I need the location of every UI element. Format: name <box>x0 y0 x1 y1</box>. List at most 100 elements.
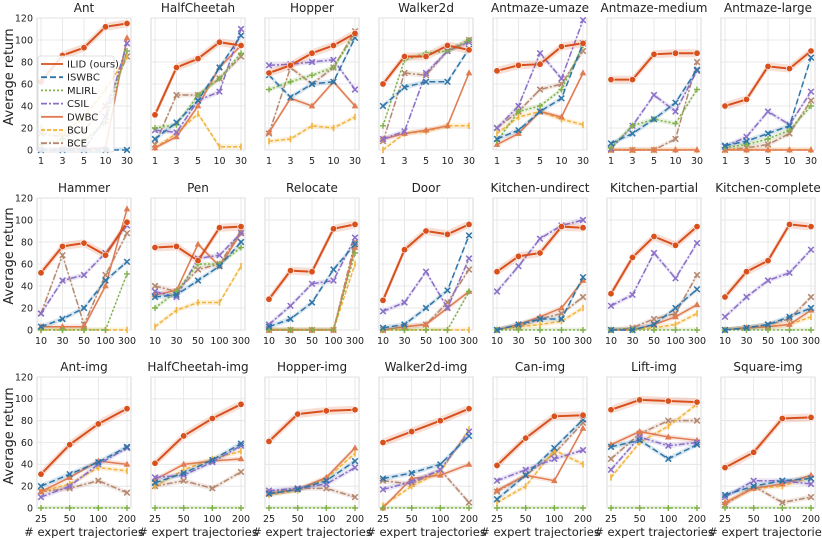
data-point <box>750 477 757 485</box>
data-point <box>351 102 359 109</box>
x-tick-label: 10 <box>783 156 795 167</box>
data-point <box>465 432 473 440</box>
data-point <box>493 486 501 493</box>
data-point <box>629 291 636 299</box>
y-axis-label-row-2: Average return <box>2 207 17 304</box>
data-point <box>180 432 188 440</box>
series-line <box>724 416 812 469</box>
data-point <box>444 287 451 294</box>
x-tick-label: 30 <box>121 156 133 167</box>
panel-title: Relocate <box>286 181 338 195</box>
data-point <box>294 410 302 418</box>
data-point <box>579 293 587 301</box>
data-point <box>694 86 700 93</box>
x-tick-label: 25 <box>149 514 161 525</box>
data-point <box>650 233 658 241</box>
series-line <box>496 449 584 482</box>
legend-item-iswbc: ISWBC <box>41 73 100 84</box>
x-tick-label: 50 <box>306 336 318 347</box>
data-point <box>608 144 614 151</box>
data-point <box>557 43 565 51</box>
data-point <box>180 477 187 485</box>
data-point <box>379 475 387 482</box>
data-point <box>401 299 408 306</box>
data-point <box>173 91 180 99</box>
data-point <box>515 321 522 328</box>
data-point <box>550 412 558 420</box>
data-point <box>807 223 815 231</box>
data-point <box>579 216 587 224</box>
data-point <box>536 86 544 93</box>
data-point <box>444 78 451 86</box>
data-point <box>216 251 223 259</box>
data-point <box>309 327 315 333</box>
series-csil <box>493 446 587 485</box>
x-tick-label: 3 <box>401 156 407 167</box>
confidence-band <box>41 19 127 86</box>
x-tick-label: 300 <box>688 336 706 347</box>
series-ilid-ours <box>379 220 473 305</box>
panel-door: 10 30 50 100 300 Door <box>377 181 478 347</box>
data-point <box>308 280 316 288</box>
panel-title: Ant-img <box>60 360 108 374</box>
data-point <box>786 122 793 130</box>
series-dwbc <box>37 205 131 330</box>
series-line <box>724 307 812 331</box>
series-csil <box>379 428 473 493</box>
data-point <box>173 129 180 136</box>
data-point <box>465 69 473 76</box>
panel-title: HalfCheetah-img <box>147 360 248 374</box>
panel-title: Kitchen-partial <box>610 181 698 195</box>
data-point <box>294 486 301 493</box>
x-tick-label: 5 <box>309 156 315 167</box>
x-tick-label: 50 <box>748 514 760 525</box>
x-tick-label: 100 <box>659 514 677 525</box>
data-point <box>408 478 415 486</box>
data-point <box>123 205 131 212</box>
data-point <box>551 505 558 511</box>
data-point <box>808 505 814 511</box>
data-point <box>743 146 750 153</box>
data-point <box>173 133 180 140</box>
x-tick-label: 5 <box>81 156 87 167</box>
y-tick-label: 0 <box>27 325 33 336</box>
x-tick-label: 100 <box>324 336 342 347</box>
x-tick-label: 3 <box>173 156 179 167</box>
series-line <box>610 439 698 460</box>
confidence-band <box>155 230 241 300</box>
series-iswbc <box>607 285 701 334</box>
x-tick-label: 10 <box>441 156 453 167</box>
panel-hopper-img: 25 50 100 200 Hopper-img # expert trajectorie… <box>252 360 372 538</box>
series-ilid-ours <box>721 47 815 110</box>
series-iswbc <box>721 54 815 149</box>
data-point <box>514 61 522 69</box>
data-point <box>536 60 544 68</box>
x-tick-label: 1 <box>380 156 386 167</box>
series-csil <box>607 239 701 310</box>
data-point <box>579 273 587 281</box>
data-point <box>764 146 772 153</box>
data-point <box>693 146 701 153</box>
x-tick-label: 10 <box>491 336 503 347</box>
data-point <box>123 405 131 413</box>
data-point <box>238 244 244 251</box>
data-point <box>123 444 131 452</box>
series-line <box>382 407 470 444</box>
data-point <box>694 505 700 511</box>
data-point <box>287 93 294 101</box>
data-point <box>743 141 750 148</box>
data-point <box>493 477 501 485</box>
data-point <box>37 269 45 277</box>
series-ilid-ours <box>151 222 245 265</box>
confidence-band <box>155 456 241 483</box>
data-point <box>786 127 793 134</box>
x-tick-label: 100 <box>780 336 798 347</box>
series-line <box>610 398 698 411</box>
data-point <box>786 269 793 277</box>
data-point <box>515 262 522 270</box>
data-point <box>807 306 815 313</box>
data-point <box>636 396 644 404</box>
data-point <box>66 505 73 511</box>
data-point <box>123 39 131 47</box>
data-point <box>422 268 430 276</box>
